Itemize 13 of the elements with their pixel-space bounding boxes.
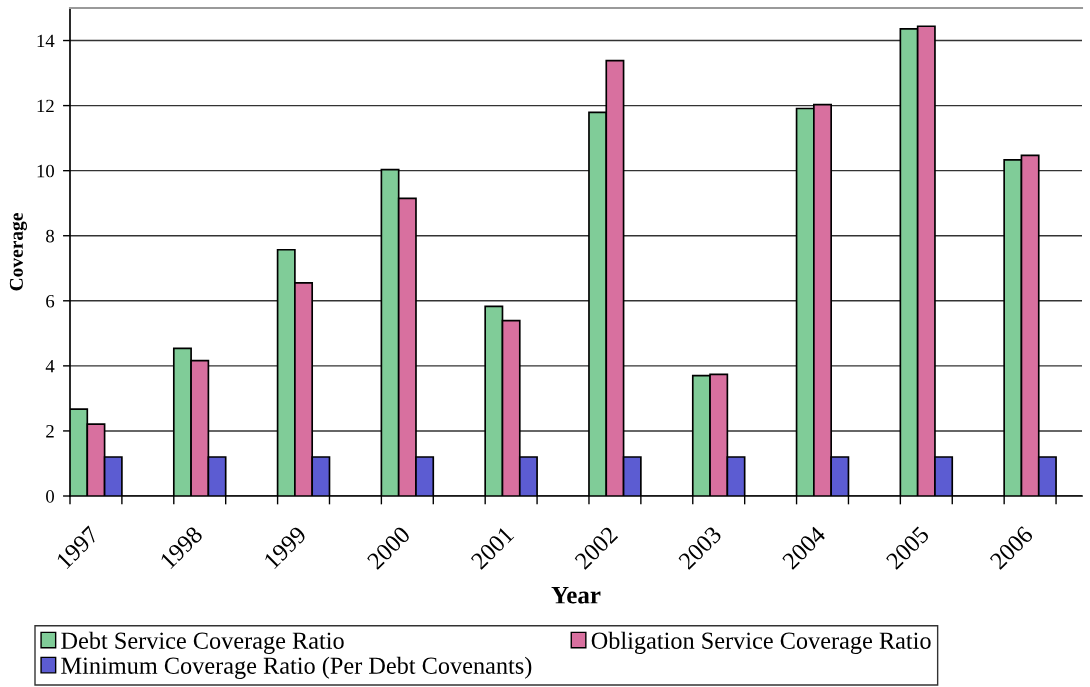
legend-label: Obligation Service Coverage Ratio <box>591 631 931 654</box>
y-tick-label: 12 <box>37 99 54 113</box>
legend-label: Debt Service Coverage Ratio <box>61 631 344 654</box>
y-tick-label: 2 <box>46 425 54 438</box>
x-axis-title: Year <box>551 586 601 604</box>
y-tick-label: 4 <box>45 360 55 373</box>
y-tick-label: 14 <box>37 34 55 48</box>
y-tick-label: 10 <box>37 164 55 178</box>
y-tick-label: 8 <box>46 229 55 243</box>
legend-label: Minimum Coverage Ratio (Per Debt Covenants) <box>61 656 532 679</box>
y-tick-label: 0 <box>46 490 55 503</box>
y-tick-label: 6 <box>46 294 55 308</box>
y-axis-title: Coverage <box>9 213 27 291</box>
